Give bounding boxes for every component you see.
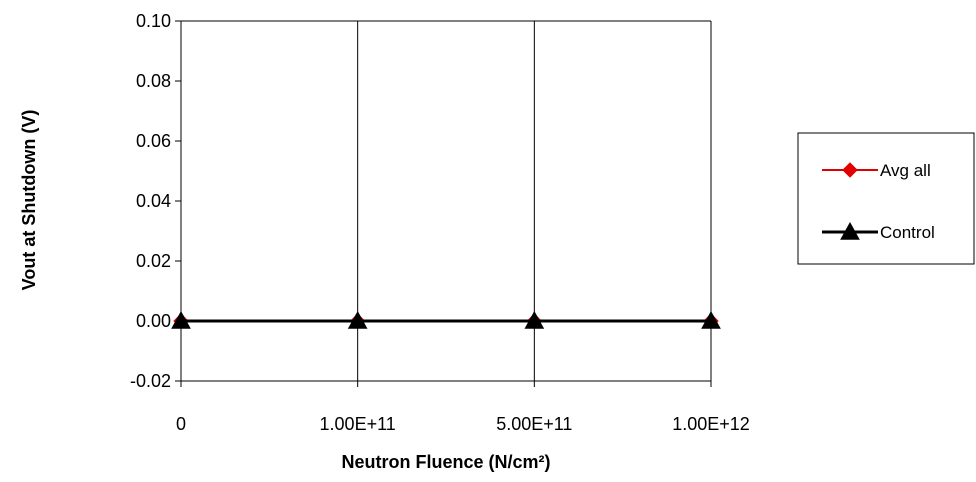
legend: Avg all Control (797, 132, 975, 265)
x-tick-label: 0 (176, 414, 186, 434)
y-tick-label: 0.08 (136, 71, 171, 91)
point-control (347, 310, 368, 329)
grid (181, 20, 712, 381)
point-control (171, 310, 191, 329)
y-tick-label: 0.00 (136, 311, 171, 331)
legend-box (797, 132, 975, 265)
legend-marker-control (840, 221, 860, 240)
legend-marker-avg-all (842, 162, 858, 178)
y-tick-label: 0.04 (136, 191, 171, 211)
y-tick-label: 0.10 (136, 11, 171, 31)
x-tick-label: 1.00E+11 (320, 414, 396, 434)
x-tick-label: 1.00E+12 (672, 414, 750, 434)
x-tick-label: 5.00E+11 (496, 414, 572, 434)
y-tick-label: 0.02 (136, 251, 171, 271)
y-axis-title: Vout at Shutdown (V) (19, 110, 39, 291)
series (171, 310, 721, 329)
point-control (701, 310, 721, 329)
legend-label-avg-all: Avg all (880, 161, 931, 180)
point-control (524, 310, 545, 329)
axes (175, 20, 712, 387)
y-tick-label: 0.06 (136, 131, 171, 151)
x-tick-labels: 0 1.00E+11 5.00E+11 1.00E+12 (176, 414, 750, 434)
y-tick-label: -0.02 (130, 371, 171, 391)
x-axis-title: Neutron Fluence (N/cm²) (341, 452, 550, 472)
legend-label-control: Control (880, 223, 935, 242)
y-tick-labels: -0.02 0.00 0.02 0.04 0.06 0.08 0.10 (130, 11, 171, 391)
